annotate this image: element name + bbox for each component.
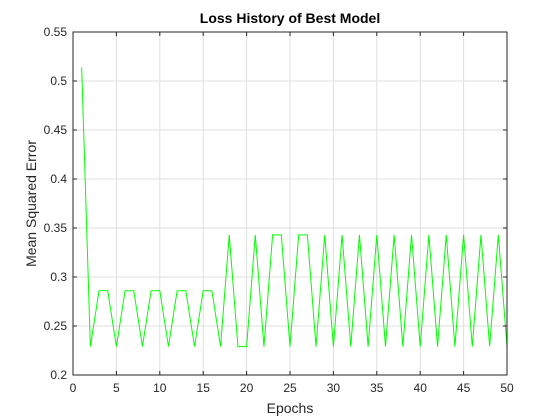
y-tick-label: 0.35 (44, 221, 68, 235)
x-tick-label: 20 (240, 381, 254, 395)
x-tick-label: 0 (70, 381, 77, 395)
chart-title: Loss History of Best Model (200, 10, 380, 26)
series-layer (81, 67, 508, 348)
y-tick-label: 0.3 (50, 270, 67, 284)
loss-series-line (81, 67, 508, 348)
y-axis-label: Mean Squared Error (23, 140, 39, 267)
axis-ticks: 0 5 10 15 20 25 30 35 40 45 50 0.2 0.25 0.3 0.35 0.4 0.4… (44, 25, 514, 395)
x-tick-label: 40 (414, 381, 428, 395)
y-tick-label: 0.4 (50, 172, 67, 186)
y-tick-label: 0.25 (44, 319, 68, 333)
x-tick-label: 45 (457, 381, 471, 395)
y-tick-label: 0.5 (50, 74, 67, 88)
x-tick-label: 15 (197, 381, 211, 395)
x-axis-label: Epochs (267, 400, 314, 416)
x-tick-label: 30 (327, 381, 341, 395)
x-tick-label: 10 (153, 381, 167, 395)
grid-lines (73, 32, 507, 375)
x-tick-label: 50 (500, 381, 514, 395)
y-tick-label: 0.2 (50, 368, 67, 382)
y-tick-label: 0.45 (44, 123, 68, 137)
y-tick-label: 0.55 (44, 25, 68, 39)
x-tick-label: 5 (113, 381, 120, 395)
x-tick-label: 35 (370, 381, 384, 395)
x-tick-label: 25 (283, 381, 297, 395)
